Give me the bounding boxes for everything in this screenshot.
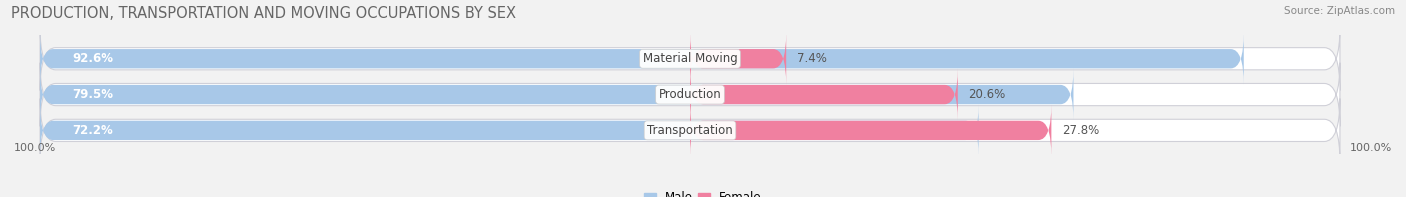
Text: 100.0%: 100.0%: [1350, 143, 1392, 153]
Text: Material Moving: Material Moving: [643, 52, 737, 65]
FancyBboxPatch shape: [39, 68, 1073, 121]
Text: Source: ZipAtlas.com: Source: ZipAtlas.com: [1284, 6, 1395, 16]
Text: 27.8%: 27.8%: [1062, 124, 1099, 137]
FancyBboxPatch shape: [39, 104, 979, 157]
FancyBboxPatch shape: [690, 68, 957, 121]
Text: 79.5%: 79.5%: [73, 88, 114, 101]
Text: PRODUCTION, TRANSPORTATION AND MOVING OCCUPATIONS BY SEX: PRODUCTION, TRANSPORTATION AND MOVING OC…: [11, 6, 516, 21]
FancyBboxPatch shape: [39, 27, 1340, 91]
FancyBboxPatch shape: [39, 98, 1340, 162]
Text: 92.6%: 92.6%: [73, 52, 114, 65]
Legend: Male, Female: Male, Female: [640, 187, 766, 197]
Text: 100.0%: 100.0%: [14, 143, 56, 153]
Text: 7.4%: 7.4%: [797, 52, 827, 65]
FancyBboxPatch shape: [39, 33, 1244, 85]
Text: Transportation: Transportation: [647, 124, 733, 137]
Text: 20.6%: 20.6%: [969, 88, 1005, 101]
FancyBboxPatch shape: [690, 104, 1052, 157]
Text: 72.2%: 72.2%: [73, 124, 114, 137]
Text: Production: Production: [658, 88, 721, 101]
FancyBboxPatch shape: [690, 33, 786, 85]
FancyBboxPatch shape: [39, 63, 1340, 126]
